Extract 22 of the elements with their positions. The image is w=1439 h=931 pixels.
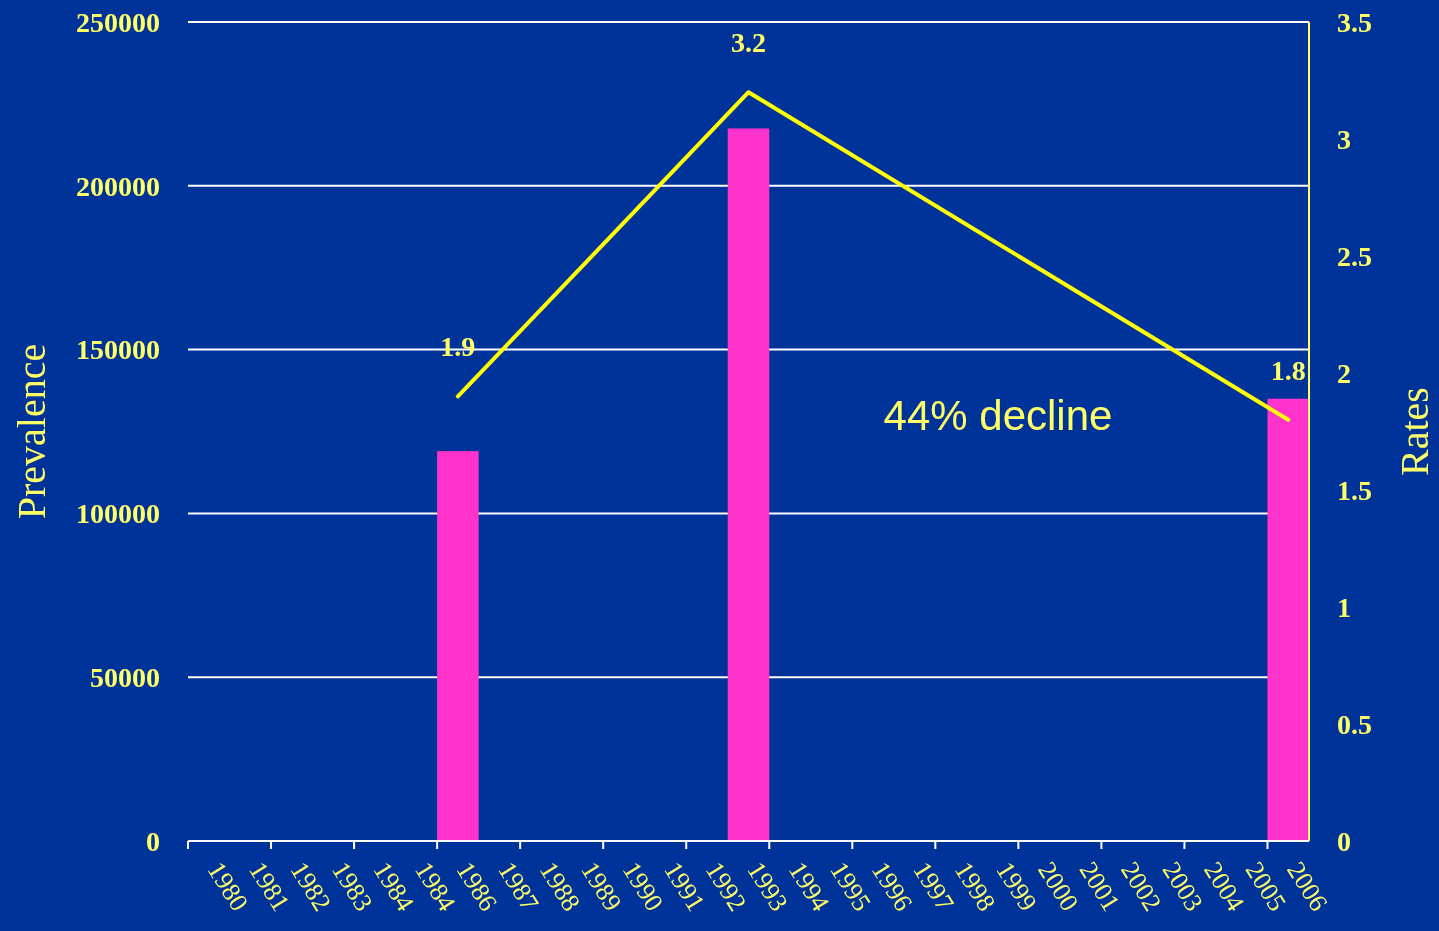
bar: [1267, 398, 1309, 841]
y-tick-label: 0: [146, 825, 160, 857]
y2-tick-label: 1.5: [1337, 474, 1372, 506]
y-axis-title: Prevalence: [9, 343, 54, 520]
y2-tick-label: 2.5: [1337, 240, 1372, 272]
y2-tick-label: 3.5: [1337, 6, 1372, 38]
bar: [727, 128, 770, 841]
y2-tick-label: 1: [1337, 591, 1351, 623]
y-tick-label: 150000: [76, 334, 160, 366]
y2-tick-label: 3: [1337, 123, 1351, 155]
annotation: 44% decline: [883, 392, 1113, 439]
bar: [437, 451, 479, 841]
data-label: 3.2: [731, 27, 766, 59]
data-label: 1.8: [1270, 354, 1306, 386]
y-tick-label: 200000: [76, 170, 160, 202]
y2-tick-label: 0: [1337, 825, 1351, 857]
y2-tick-label: 0.5: [1337, 708, 1372, 740]
y2-tick-label: 2: [1337, 357, 1351, 389]
y-tick-label: 100000: [76, 498, 160, 530]
y2-axis-title: Rates: [1392, 387, 1437, 476]
y-tick-label: 250000: [76, 6, 160, 38]
y-tick-label: 50000: [90, 662, 160, 693]
